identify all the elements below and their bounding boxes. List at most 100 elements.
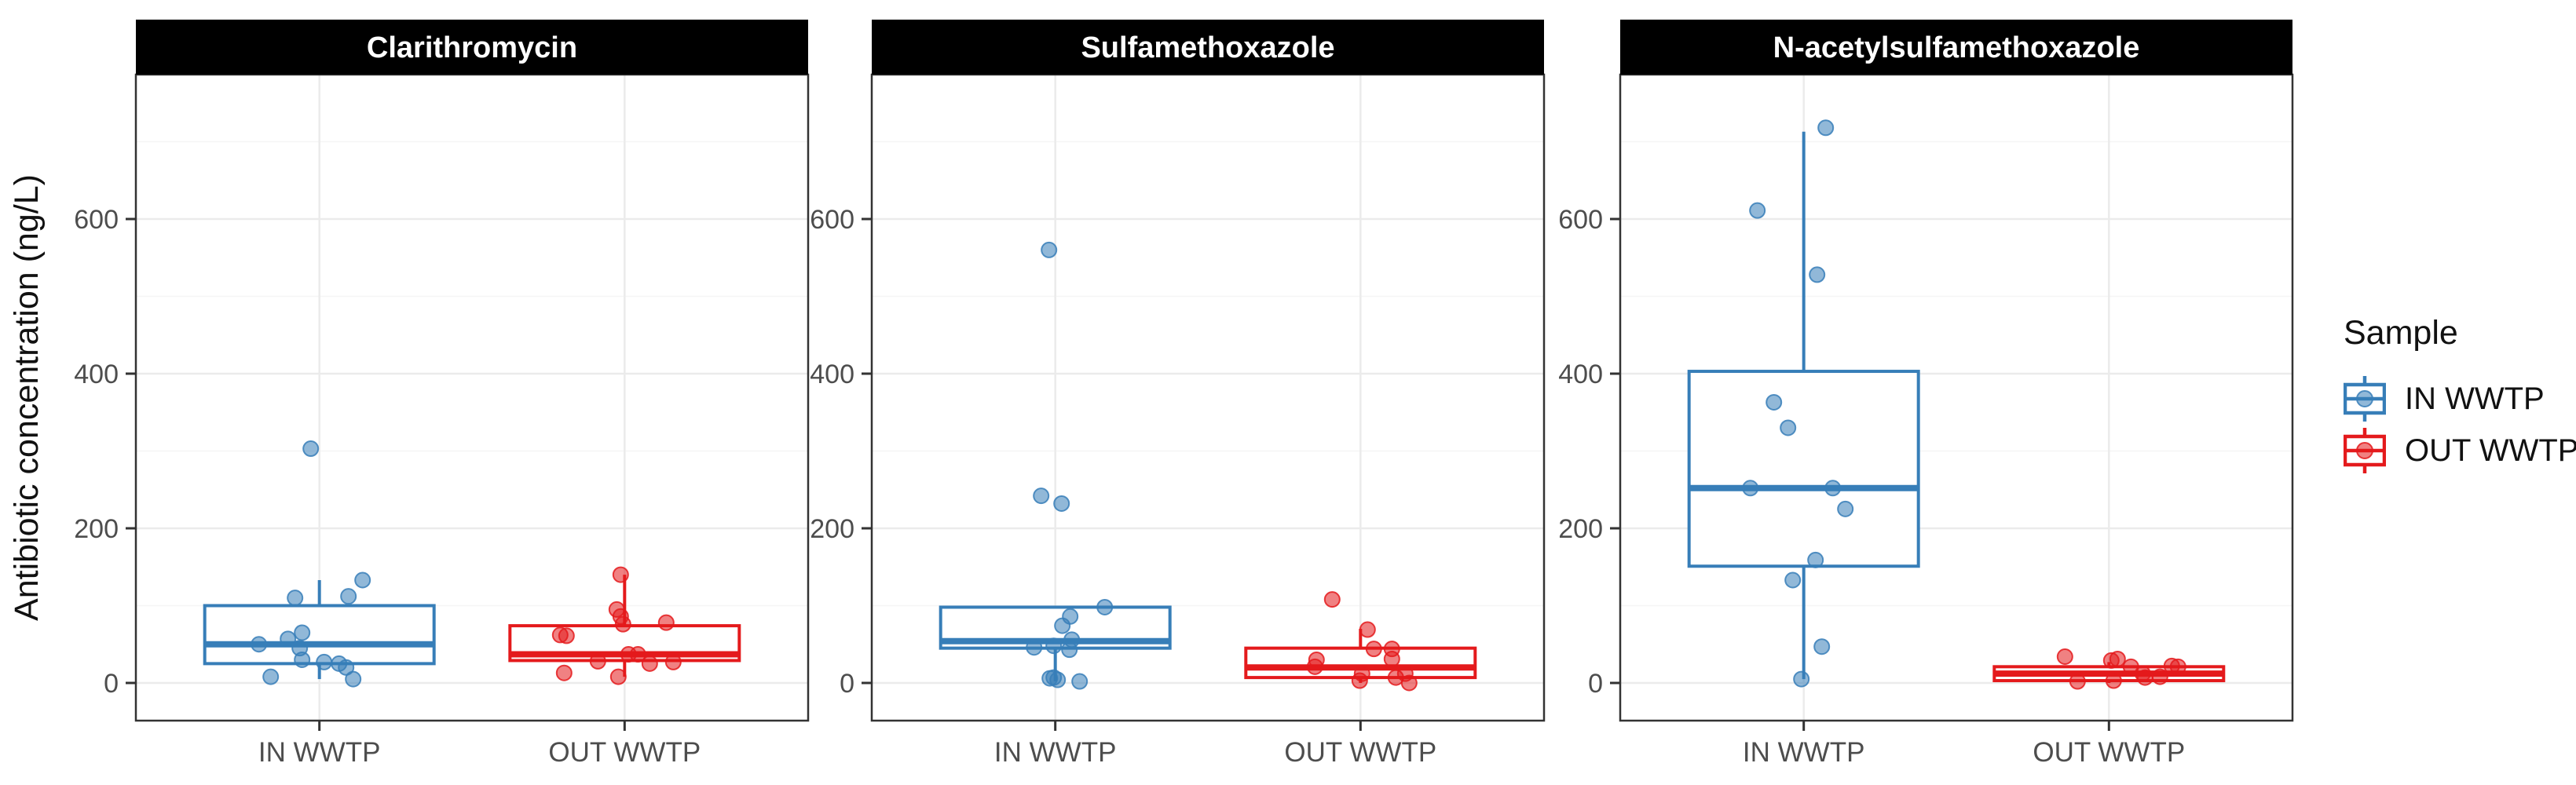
- jitter-point: [1071, 673, 1089, 690]
- legend-boxplot-glyph: [2344, 376, 2386, 422]
- jitter-point: [1359, 621, 1376, 638]
- y-tick-label: 200: [1558, 514, 1603, 544]
- jitter-point: [294, 624, 311, 641]
- jitter-point: [1766, 393, 1783, 411]
- boxplot-group: [1244, 591, 1477, 692]
- boxplot-group: [508, 566, 741, 685]
- y-tick-label: 200: [74, 514, 119, 544]
- strip-label: N-acetylsulfamethoxazole: [1773, 31, 2140, 64]
- y-tick-label: 600: [1558, 205, 1603, 235]
- jitter-point: [262, 668, 280, 685]
- jitter-point: [1780, 419, 1797, 436]
- jitter-point: [340, 588, 357, 605]
- jitter-point: [354, 571, 371, 589]
- jitter-point: [287, 590, 304, 607]
- boxplot-group: [203, 440, 436, 688]
- jitter-point: [1749, 202, 1766, 219]
- facet-panel: 0 200 400 600 IN WWTP OUT WWTP Sulfamethoxazol…: [810, 20, 1546, 768]
- facet-panel: 0 200 400 600 IN WWTP OUT WWTP Clarithromycin: [74, 20, 810, 768]
- jitter-point: [251, 636, 268, 653]
- jitter-point: [1049, 671, 1067, 688]
- jitter-point: [2102, 652, 2120, 669]
- strip: [872, 20, 1544, 75]
- jitter-point: [1054, 617, 1071, 634]
- y-tick-label: 400: [810, 360, 854, 389]
- x-tick-label: OUT WWTP: [1284, 737, 1436, 768]
- y-tick-label: 0: [840, 669, 854, 699]
- jitter-point: [294, 651, 311, 668]
- jitter-point: [664, 653, 682, 670]
- x-tick-label: IN WWTP: [1743, 737, 1865, 768]
- y-tick-label: 0: [104, 669, 119, 699]
- jitter-point: [1793, 670, 1810, 688]
- jitter-point: [280, 630, 297, 648]
- jitter-point: [612, 566, 629, 583]
- jitter-point: [1026, 639, 1043, 656]
- strip-label: Clarithromycin: [367, 31, 577, 64]
- jitter-point: [1837, 500, 1854, 517]
- x-tick-label: OUT WWTP: [2033, 737, 2185, 768]
- jitter-point: [1045, 637, 1063, 655]
- jitter-point: [1323, 591, 1341, 608]
- jitter-point: [2169, 658, 2186, 675]
- jitter-point: [629, 646, 646, 663]
- jitter-point: [1813, 638, 1831, 655]
- x-tick-label: OUT WWTP: [548, 737, 701, 768]
- y-tick-label: 200: [810, 514, 854, 544]
- legend-entry-label: OUT WWTP: [2405, 433, 2576, 468]
- legend-entry-label: IN WWTP: [2405, 381, 2545, 416]
- y-tick-label: 400: [74, 360, 119, 389]
- jitter-point: [2069, 673, 2086, 690]
- jitter-point: [1383, 650, 1400, 667]
- y-tick-label: 600: [810, 205, 854, 235]
- jitter-point: [1033, 487, 1050, 505]
- jitter-point: [316, 653, 333, 670]
- jitter-point: [641, 655, 658, 672]
- jitter-point: [614, 615, 631, 633]
- legend-title: Sample: [2344, 314, 2458, 352]
- legend-boxplot-glyph: [2344, 428, 2386, 473]
- jitter-point: [2151, 668, 2168, 685]
- jitter-point: [1351, 672, 1368, 689]
- jitter-point: [558, 627, 575, 644]
- jitter-point: [657, 614, 675, 631]
- jitter-point: [1824, 480, 1842, 497]
- jitter-point: [1742, 480, 1759, 497]
- legend-entry: OUT WWTP: [2344, 428, 2576, 473]
- boxplot-group: [939, 241, 1172, 690]
- jitter-point: [2056, 648, 2073, 666]
- y-axis-title: Antibiotic concentration (ng/L): [8, 174, 46, 621]
- x-tick-label: IN WWTP: [994, 737, 1117, 768]
- x-tick-label: IN WWTP: [258, 737, 381, 768]
- y-tick-label: 400: [1558, 360, 1603, 389]
- jitter-point: [1306, 658, 1323, 675]
- box: [203, 604, 436, 666]
- box: [1687, 370, 1920, 568]
- jitter-point: [1400, 674, 1418, 692]
- y-tick-label: 0: [1588, 669, 1603, 699]
- jitter-point: [589, 652, 606, 670]
- legend: Sample IN WWTP OUT WWTP: [2344, 314, 2576, 480]
- jitter-point: [1061, 641, 1078, 659]
- strip: [136, 20, 808, 75]
- strip: [1620, 20, 2292, 75]
- jitter-point: [1096, 598, 1114, 615]
- legend-entry: IN WWTP: [2344, 376, 2576, 422]
- facet-panel: 0 200 400 600 IN WWTP OUT WWTP N-acetylsulfame…: [1558, 20, 2294, 768]
- jitter-point: [1041, 241, 1058, 258]
- jitter-point: [609, 668, 627, 685]
- jitter-point: [1784, 571, 1802, 589]
- jitter-point: [1817, 119, 1835, 137]
- jitter-point: [2136, 669, 2153, 686]
- jitter-point: [345, 670, 362, 688]
- jitter-point: [2105, 672, 2122, 689]
- y-tick-label: 600: [74, 205, 119, 235]
- jitter-point: [1365, 641, 1382, 658]
- jitter-point: [555, 664, 573, 681]
- jitter-point: [1807, 551, 1824, 568]
- jitter-point: [1053, 495, 1070, 512]
- strip-label: Sulfamethoxazole: [1081, 31, 1334, 64]
- boxplot-group: [1687, 119, 1920, 688]
